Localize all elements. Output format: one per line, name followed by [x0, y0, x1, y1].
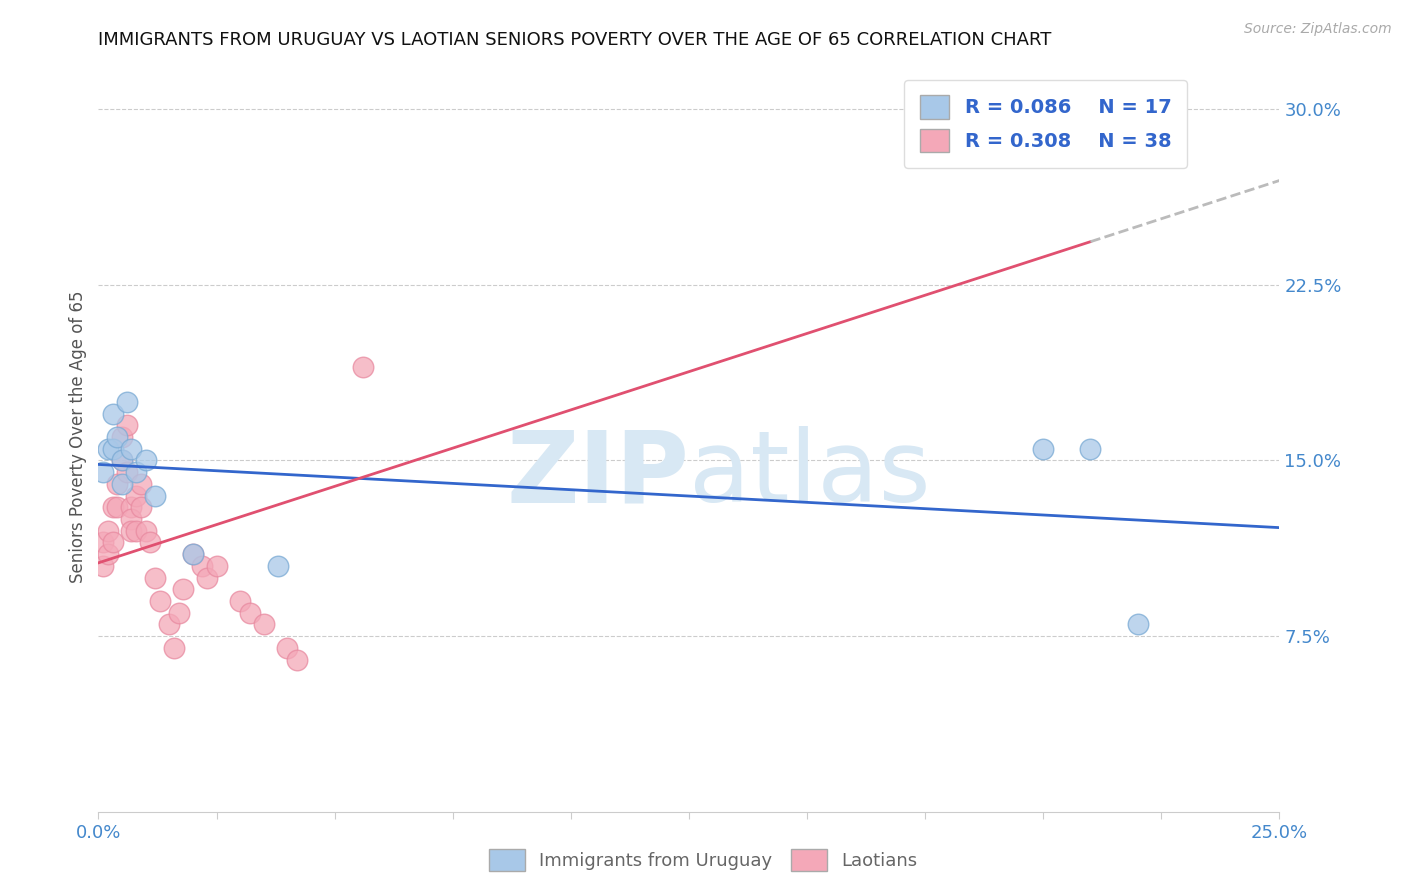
Legend: R = 0.086    N = 17, R = 0.308    N = 38: R = 0.086 N = 17, R = 0.308 N = 38 — [904, 79, 1187, 168]
Point — [1080, 442, 1102, 456]
Point — [267, 558, 290, 573]
Point — [229, 594, 252, 608]
Text: atlas: atlas — [689, 426, 931, 523]
Point — [1032, 442, 1054, 456]
Point — [276, 640, 298, 655]
Point — [101, 407, 124, 421]
Point — [105, 430, 128, 444]
Point — [97, 442, 120, 456]
Point — [115, 418, 138, 433]
Y-axis label: Seniors Poverty Over the Age of 65: Seniors Poverty Over the Age of 65 — [69, 291, 87, 583]
Point — [129, 500, 152, 515]
Point — [172, 582, 194, 597]
Point — [97, 524, 120, 538]
Point — [101, 500, 124, 515]
Point — [205, 558, 228, 573]
Point — [121, 512, 143, 526]
Point — [111, 430, 134, 444]
Point — [135, 524, 157, 538]
Point — [101, 442, 124, 456]
Point — [111, 476, 134, 491]
Point — [163, 640, 186, 655]
Point — [101, 535, 124, 549]
Point — [115, 395, 138, 409]
Point — [157, 617, 180, 632]
Point — [121, 442, 143, 456]
Point — [139, 535, 162, 549]
Point — [129, 476, 152, 491]
Point — [143, 571, 166, 585]
Point — [1080, 137, 1102, 152]
Legend: Immigrants from Uruguay, Laotians: Immigrants from Uruguay, Laotians — [482, 842, 924, 879]
Point — [105, 500, 128, 515]
Point — [239, 606, 262, 620]
Point — [167, 606, 190, 620]
Point — [125, 524, 148, 538]
Point — [125, 465, 148, 479]
Text: Source: ZipAtlas.com: Source: ZipAtlas.com — [1244, 22, 1392, 37]
Point — [111, 453, 134, 467]
Point — [125, 489, 148, 503]
Point — [105, 476, 128, 491]
Text: ZIP: ZIP — [506, 426, 689, 523]
Point — [121, 500, 143, 515]
Point — [135, 453, 157, 467]
Point — [97, 547, 120, 561]
Point — [195, 571, 218, 585]
Point — [181, 547, 204, 561]
Point — [149, 594, 172, 608]
Text: IMMIGRANTS FROM URUGUAY VS LAOTIAN SENIORS POVERTY OVER THE AGE OF 65 CORRELATIO: IMMIGRANTS FROM URUGUAY VS LAOTIAN SENIO… — [98, 31, 1052, 49]
Point — [91, 558, 114, 573]
Point — [143, 489, 166, 503]
Point — [352, 359, 374, 374]
Point — [115, 465, 138, 479]
Point — [191, 558, 214, 573]
Point — [253, 617, 276, 632]
Point — [91, 535, 114, 549]
Point — [121, 524, 143, 538]
Point — [111, 453, 134, 467]
Point — [181, 547, 204, 561]
Point — [91, 465, 114, 479]
Point — [1126, 617, 1149, 632]
Point — [285, 652, 308, 666]
